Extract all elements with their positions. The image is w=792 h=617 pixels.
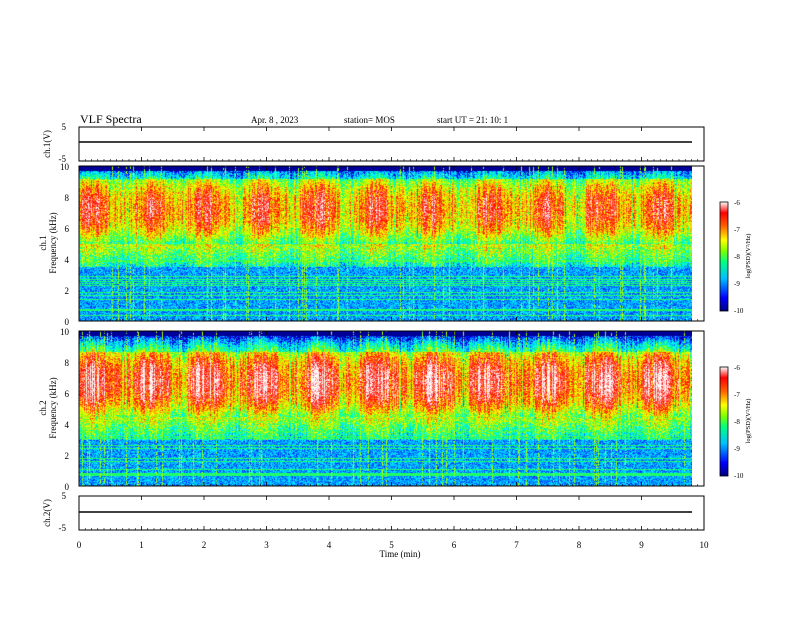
colorbar-2: -6 -7 -8 -9 -10 log(PSD)(V²/Hz) [719,364,752,480]
spectrogram-1-ytick-4: 4 [65,255,70,265]
colorbar-1: -6 -7 -8 -9 -10 log(PSD)(V²/Hz) [719,199,752,315]
x-tick-label-5: 5 [389,540,394,550]
spectrogram-2-ylabel-frequency: Frequency (kHz) [48,377,58,438]
colorbar-1-tick-minus6: -6 [734,199,740,207]
waveform-1-ytick-top: 5 [62,122,67,132]
spectrogram-1-image [79,166,692,321]
x-tick-label-1: 1 [139,540,144,550]
date-label: Apr. 8 , 2023 [251,115,299,125]
colorbar-1-gradient [719,201,729,312]
x-axis-tick-marks [78,127,705,530]
colorbar-2-tick-minus10: -10 [734,472,744,480]
waveform-panel-1: 5 -5 ch.1(V) [42,122,705,164]
spectrogram-1-ytick-6: 6 [65,224,70,234]
spectrogram-2-ytick-8: 8 [65,358,70,368]
spectrogram-2-ytick-2: 2 [65,451,70,461]
colorbar-2-tick-minus9: -9 [734,445,740,453]
x-tick-label-3: 3 [264,540,269,550]
spectrogram-1-ytick-2: 2 [65,286,70,296]
waveform-2-frame [78,495,705,531]
waveform-2-ylabel: ch.2(V) [42,499,52,527]
x-tick-label-4: 4 [327,540,332,550]
spectrogram-panel-2: 10 8 6 4 2 0 ch.2 Frequency (kHz) [38,327,705,492]
spectrogram-2-ylabel-channel: ch.2 [38,400,48,415]
spectrogram-2-ytick-0: 0 [65,482,70,492]
x-tick-label-9: 9 [639,540,644,550]
colorbar-1-tick-minus10: -10 [734,307,744,315]
x-tick-label-0: 0 [77,540,82,550]
waveform-1-ytick-bottom: -5 [59,154,67,164]
spectrogram-2-ytick-4: 4 [65,420,70,430]
colorbar-2-tick-minus6: -6 [734,364,740,372]
x-axis-label: Time (min) [380,549,421,559]
spectrogram-1-ytick-8: 8 [65,193,70,203]
colorbar-1-tick-minus8: -8 [734,253,740,261]
x-tick-label-6: 6 [452,540,457,550]
figure-title: VLF Spectra [80,112,142,126]
colorbar-2-tick-minus8: -8 [734,418,740,426]
x-tick-label-10: 10 [700,540,710,550]
waveform-1-ylabel: ch.1(V) [42,130,52,158]
spectrogram-2-ytick-6: 6 [65,389,70,399]
spectrogram-1-ylabel-frequency: Frequency (kHz) [48,212,58,273]
spectrogram-2-ytick-10: 10 [60,327,70,337]
waveform-2-ytick-bottom: -5 [59,523,67,533]
spectrogram-1-ytick-0: 0 [65,317,70,327]
colorbar-2-tick-minus7: -7 [734,391,740,399]
colorbar-2-label: log(PSD)(V²/Hz) [745,399,752,444]
spectrogram-1-ylabel-channel: ch.1 [38,235,48,250]
spectrogram-panel-1: 10 8 6 4 2 0 ch.1 Frequency (kHz) [38,162,705,327]
x-tick-label-7: 7 [514,540,519,550]
waveform-1-frame [78,126,705,162]
spectrogram-2-image [79,331,692,486]
station-label: station= MOS [344,115,395,125]
x-tick-label-8: 8 [577,540,582,550]
colorbar-1-tick-minus9: -9 [734,280,740,288]
waveform-2-ytick-top: 5 [62,491,67,501]
colorbar-1-tick-minus7: -7 [734,226,740,234]
x-axis-tick-labels: 0 1 2 3 4 5 6 7 8 9 10 [77,540,709,550]
spectrogram-1-ytick-10: 10 [60,162,70,172]
waveform-panel-2: 5 -5 ch.2(V) [42,491,705,533]
start-ut-label: start UT = 21: 10: 1 [437,115,508,125]
colorbar-2-gradient [719,366,729,477]
x-tick-label-2: 2 [202,540,207,550]
colorbar-1-label: log(PSD)(V²/Hz) [745,234,752,279]
